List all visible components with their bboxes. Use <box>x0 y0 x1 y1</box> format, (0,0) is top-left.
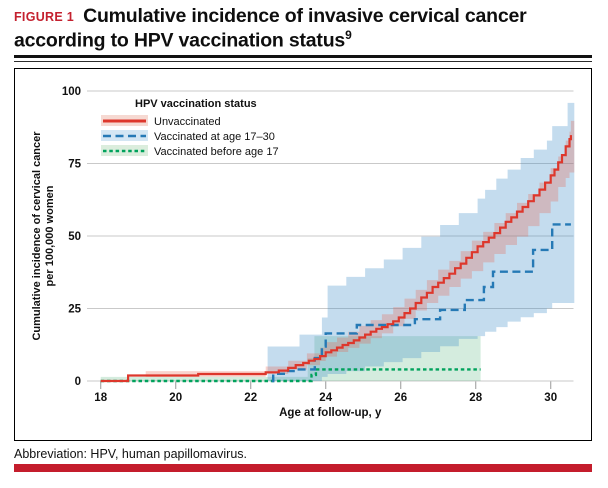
x-tick-label: 20 <box>169 392 182 404</box>
chart: 0 25 50 75 100 18 20 22 24 26 28 30 Age at follow-up… <box>31 86 575 419</box>
legend-item: Vaccinated before age 17 <box>101 145 279 158</box>
figure-title-row: FIGURE 1 Cumulative incidence of invasive… <box>14 5 584 52</box>
legend-item: Unvaccinated <box>101 115 221 128</box>
legend-swatch-bg <box>101 130 148 141</box>
y-tick-label: 0 <box>75 376 81 388</box>
confidence-bands <box>100 102 575 382</box>
legend-label: Vaccinated at age 17–30 <box>154 131 275 143</box>
y-tick-label: 25 <box>68 304 81 316</box>
y-axis-title: Cumulative incidence of cervical cancerp… <box>31 131 56 341</box>
x-tick-label: 26 <box>394 392 407 404</box>
x-tick-label: 18 <box>94 392 107 404</box>
legend-label: Unvaccinated <box>154 116 221 128</box>
x-tick-label: 22 <box>244 392 257 404</box>
x-axis: 18 20 22 24 26 28 30 Age at follow-up, y <box>94 381 557 419</box>
bottom-accent-bar <box>14 464 592 472</box>
x-tick-label: 28 <box>469 392 482 404</box>
band-vaccinated-at-age-17-30 <box>267 102 575 382</box>
title-rule-thin <box>14 61 592 62</box>
legend-title: HPV vaccination status <box>135 98 257 110</box>
line-unvaccinated <box>100 135 572 383</box>
figure-label: FIGURE 1 <box>14 9 75 24</box>
x-tick-label: 24 <box>319 392 332 404</box>
y-tick-label: 75 <box>68 159 81 171</box>
line-vaccinated-at-age-17-30 <box>271 223 571 383</box>
series-lines <box>100 135 572 383</box>
title-rule-thick <box>14 55 592 58</box>
chart-panel: 0 25 50 75 100 18 20 22 24 26 28 30 Age at follow-up… <box>14 68 592 441</box>
x-axis-title: Age at follow-up, y <box>279 407 382 419</box>
legend-label: Vaccinated before age 17 <box>154 146 279 158</box>
footnote: Abbreviation: HPV, human papillomavirus. <box>14 447 247 461</box>
y-tick-label: 100 <box>62 86 81 98</box>
legend: HPV vaccination status Unvaccinated Vaccin… <box>101 98 279 158</box>
gridlines: 0 25 50 75 100 <box>62 86 574 388</box>
y-tick-label: 50 <box>68 231 81 243</box>
page-title: Cumulative incidence of invasive cervica… <box>14 5 527 52</box>
title-reference-number: 9 <box>345 27 352 42</box>
x-tick-label: 30 <box>544 392 557 404</box>
band-unvaccinated <box>145 120 575 380</box>
legend-item: Vaccinated at age 17–30 <box>101 130 275 143</box>
